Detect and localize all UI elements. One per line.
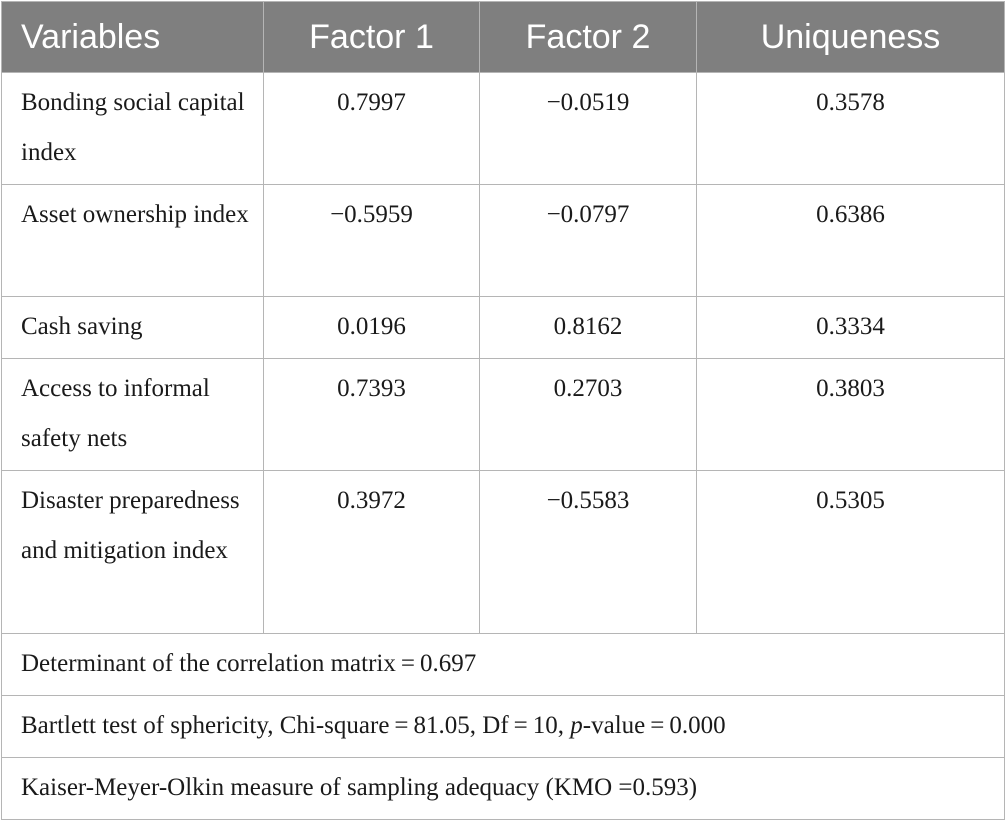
footnote-row-bartlett: Bartlett test of sphericity, Chi-square … [1, 695, 1005, 758]
factor-1-value: 0.3972 [263, 470, 480, 634]
uniqueness-value: 0.3803 [696, 358, 1005, 471]
factor-2-value: 0.8162 [479, 296, 697, 359]
uniqueness-value: 0.6386 [696, 184, 1005, 297]
header-factor-1: Factor 1 [263, 1, 480, 73]
kmo-note: Kaiser-Meyer-Olkin measure of sampling a… [1, 757, 1005, 820]
bartlett-prefix: Bartlett test of sphericity, Chi-square … [21, 712, 571, 739]
variable-name: Disaster preparedness and mitigation ind… [1, 470, 264, 634]
variable-name: Cash saving [1, 296, 264, 359]
uniqueness-value: 0.3334 [696, 296, 1005, 359]
uniqueness-value: 0.3578 [696, 72, 1005, 185]
factor-1-value: −0.5959 [263, 184, 480, 297]
factor-2-value: −0.5583 [479, 470, 697, 634]
table-row: Access to informal safety nets 0.7393 0.… [1, 358, 1005, 471]
factor-1-value: 0.0196 [263, 296, 480, 359]
header-row: Variables Factor 1 Factor 2 Uniqueness [1, 1, 1005, 73]
variable-name: Asset ownership index [1, 184, 264, 297]
footnote-row-kmo: Kaiser-Meyer-Olkin measure of sampling a… [1, 757, 1005, 820]
variable-name: Access to informal safety nets [1, 358, 264, 471]
header-factor-2: Factor 2 [479, 1, 697, 73]
factor-2-value: 0.2703 [479, 358, 697, 471]
table-row: Bonding social capital index 0.7997 −0.0… [1, 72, 1005, 185]
header-uniqueness: Uniqueness [696, 1, 1005, 73]
table-row: Disaster preparedness and mitigation ind… [1, 470, 1005, 634]
footnote-row-determinant: Determinant of the correlation matrix = … [1, 633, 1005, 696]
variable-name: Bonding social capital index [1, 72, 264, 185]
factor-1-value: 0.7997 [263, 72, 480, 185]
determinant-note: Determinant of the correlation matrix = … [1, 633, 1005, 696]
header-variables: Variables [1, 1, 264, 73]
factor-2-value: −0.0797 [479, 184, 697, 297]
table-row: Cash saving 0.0196 0.8162 0.3334 [1, 296, 1005, 359]
bartlett-suffix: -value = 0.000 [582, 712, 726, 739]
uniqueness-value: 0.5305 [696, 470, 1005, 634]
bartlett-note: Bartlett test of sphericity, Chi-square … [1, 695, 1005, 758]
table-row: Asset ownership index −0.5959 −0.0797 0.… [1, 184, 1005, 297]
bartlett-p: p [570, 712, 583, 739]
factor-1-value: 0.7393 [263, 358, 480, 471]
factor-2-value: −0.0519 [479, 72, 697, 185]
